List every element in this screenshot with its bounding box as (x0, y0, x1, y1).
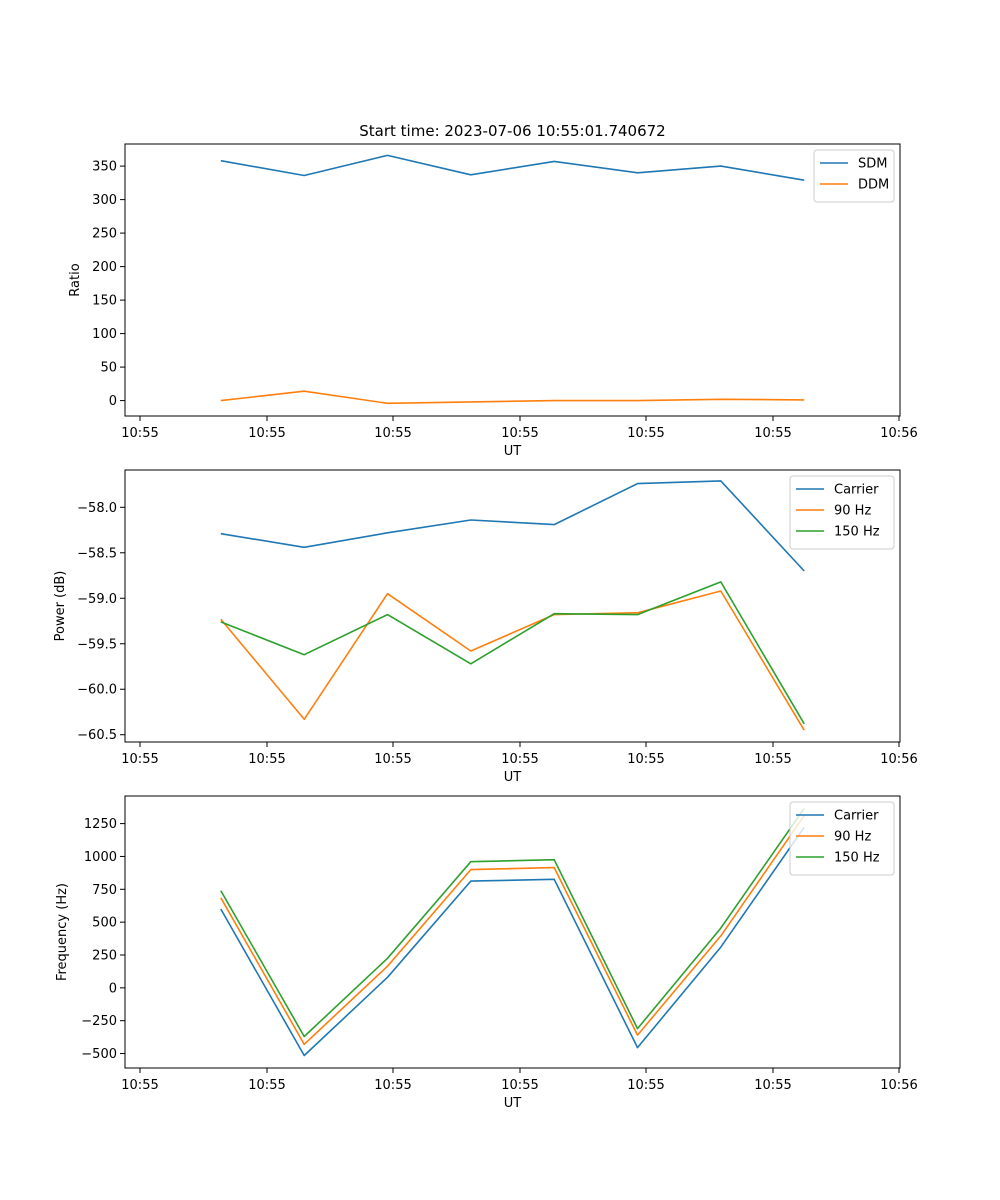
power-panel: −60.5 −60.0 −59.5 −59.0 −58.5 −58.0 10:55 10:55… (53, 469, 918, 785)
frequency-panel: −500 −250 0 250 500 750 1000 1250 10:55 10:55 10:5… (55, 795, 918, 1111)
frequency-axes-frame (124, 795, 901, 1069)
power-series-150-hz-line (220, 581, 805, 725)
frequency-y-tick-label: 500 (92, 916, 117, 931)
power-legend-label: 150 Hz (834, 525, 880, 540)
ratio-x-tick-label: 10:56 (880, 426, 917, 441)
frequency-series-90-hz-line (220, 815, 805, 1046)
frequency-x-axis-label: UT (504, 1096, 522, 1111)
power-y-tick-label: −58.5 (77, 546, 117, 561)
power-y-tick-label: −60.5 (77, 728, 117, 743)
ratio-x-axis-label: UT (504, 444, 522, 459)
power-y-tick-label: −60.0 (77, 683, 117, 698)
power-x-tick-label: 10:55 (248, 752, 285, 767)
ratio-x-tick-label: 10:55 (627, 426, 664, 441)
frequency-x-tick-label: 10:55 (248, 1078, 285, 1093)
frequency-y-tick-label: −250 (81, 1014, 117, 1029)
frequency-series-150-hz-line (220, 807, 805, 1038)
frequency-y-tick-label: 1250 (84, 817, 117, 832)
power-legend-label: Carrier (834, 483, 879, 498)
power-x-tick-label: 10:56 (880, 752, 917, 767)
power-y-axis-label: Power (dB) (53, 571, 68, 642)
frequency-y-tick-label: 250 (92, 948, 117, 963)
frequency-y-tick-label: 750 (92, 883, 117, 898)
ratio-y-tick-label: 250 (92, 227, 117, 242)
frequency-x-tick-label: 10:55 (501, 1078, 538, 1093)
ratio-x-tick-label: 10:55 (121, 426, 158, 441)
ratio-x-tick-label: 10:55 (248, 426, 285, 441)
frequency-y-tick-label: −500 (81, 1047, 117, 1062)
power-x-tick-label: 10:55 (754, 752, 791, 767)
ratio-series-ddm-line (220, 390, 805, 405)
frequency-x-tick-label: 10:55 (121, 1078, 158, 1093)
frequency-y-tick-label: 0 (109, 981, 117, 996)
ratio-axes-frame (124, 143, 901, 417)
power-y-tick-label: −58.0 (77, 501, 117, 516)
power-legend: Carrier 90 Hz 150 Hz (789, 475, 895, 550)
power-y-tick-label: −59.5 (77, 637, 117, 652)
power-series-90-hz-line (220, 590, 805, 731)
ratio-legend: SDM DDM (813, 149, 895, 203)
frequency-y-tick-label: 1000 (84, 850, 117, 865)
ratio-x-tick-label: 10:55 (754, 426, 791, 441)
ratio-y-tick-label: 0 (109, 394, 117, 409)
frequency-x-tick-label: 10:55 (754, 1078, 791, 1093)
frequency-legend-label: Carrier (834, 809, 879, 824)
power-x-tick-label: 10:55 (121, 752, 158, 767)
frequency-y-axis-label: Frequency (Hz) (55, 883, 70, 981)
figure-title: Start time: 2023-07-06 10:55:01.740672 (359, 122, 665, 140)
ratio-legend-label: SDM (858, 157, 887, 172)
ratio-y-axis-label: Ratio (68, 263, 83, 296)
ratio-legend-label: DDM (858, 178, 889, 193)
ratio-x-tick-label: 10:55 (501, 426, 538, 441)
frequency-legend-label: 90 Hz (834, 830, 871, 845)
power-axes-frame (124, 469, 901, 743)
ratio-y-tick-label: 150 (92, 294, 117, 309)
power-y-tick-label: −59.0 (77, 592, 117, 607)
ratio-y-tick-label: 100 (92, 327, 117, 342)
power-x-tick-label: 10:55 (374, 752, 411, 767)
power-x-tick-label: 10:55 (501, 752, 538, 767)
frequency-x-tick-label: 10:55 (374, 1078, 411, 1093)
frequency-x-tick-label: 10:56 (880, 1078, 917, 1093)
ratio-x-tick-label: 10:55 (374, 426, 411, 441)
frequency-legend: Carrier 90 Hz 150 Hz (789, 801, 895, 876)
power-x-tick-label: 10:55 (627, 752, 664, 767)
ratio-y-tick-label: 200 (92, 260, 117, 275)
ratio-panel: 0 50 100 150 200 250 300 350 10:55 10:55 10:55 10:5… (68, 143, 918, 459)
ratio-y-tick-label: 50 (100, 361, 117, 376)
ratio-y-tick-label: 350 (92, 160, 117, 175)
ratio-y-tick-label: 300 (92, 193, 117, 208)
power-series-carrier-line (220, 480, 805, 572)
ratio-series-sdm-line (220, 154, 805, 181)
frequency-x-tick-label: 10:55 (627, 1078, 664, 1093)
power-x-axis-label: UT (504, 770, 522, 785)
power-legend-label: 90 Hz (834, 504, 871, 519)
frequency-legend-label: 150 Hz (834, 851, 880, 866)
frequency-series-carrier-line (220, 826, 805, 1057)
